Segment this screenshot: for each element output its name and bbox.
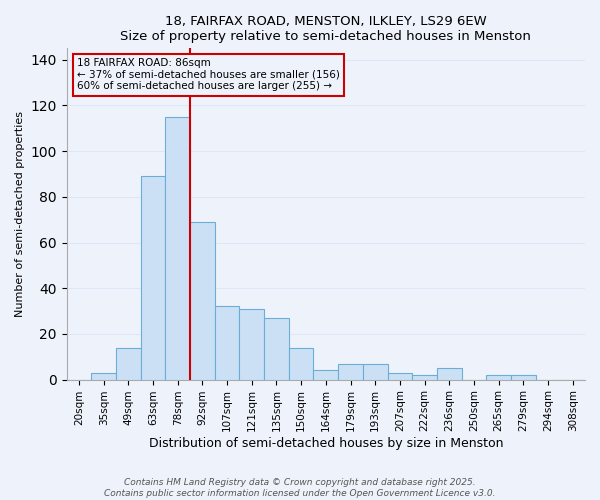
- Bar: [190, 222, 215, 380]
- Bar: [116, 348, 141, 380]
- Bar: [91, 372, 116, 380]
- Text: Contains HM Land Registry data © Crown copyright and database right 2025.
Contai: Contains HM Land Registry data © Crown c…: [104, 478, 496, 498]
- Y-axis label: Number of semi-detached properties: Number of semi-detached properties: [15, 111, 25, 317]
- Title: 18, FAIRFAX ROAD, MENSTON, ILKLEY, LS29 6EW
Size of property relative to semi-de: 18, FAIRFAX ROAD, MENSTON, ILKLEY, LS29 …: [121, 15, 531, 43]
- Bar: [239, 309, 264, 380]
- Bar: [388, 372, 412, 380]
- Bar: [264, 318, 289, 380]
- Bar: [313, 370, 338, 380]
- Bar: [511, 375, 536, 380]
- Bar: [486, 375, 511, 380]
- Bar: [412, 375, 437, 380]
- Bar: [289, 348, 313, 380]
- Bar: [338, 364, 363, 380]
- Bar: [166, 117, 190, 380]
- Bar: [141, 176, 166, 380]
- Bar: [215, 306, 239, 380]
- X-axis label: Distribution of semi-detached houses by size in Menston: Distribution of semi-detached houses by …: [149, 437, 503, 450]
- Bar: [363, 364, 388, 380]
- Bar: [437, 368, 461, 380]
- Text: 18 FAIRFAX ROAD: 86sqm
← 37% of semi-detached houses are smaller (156)
60% of se: 18 FAIRFAX ROAD: 86sqm ← 37% of semi-det…: [77, 58, 340, 92]
